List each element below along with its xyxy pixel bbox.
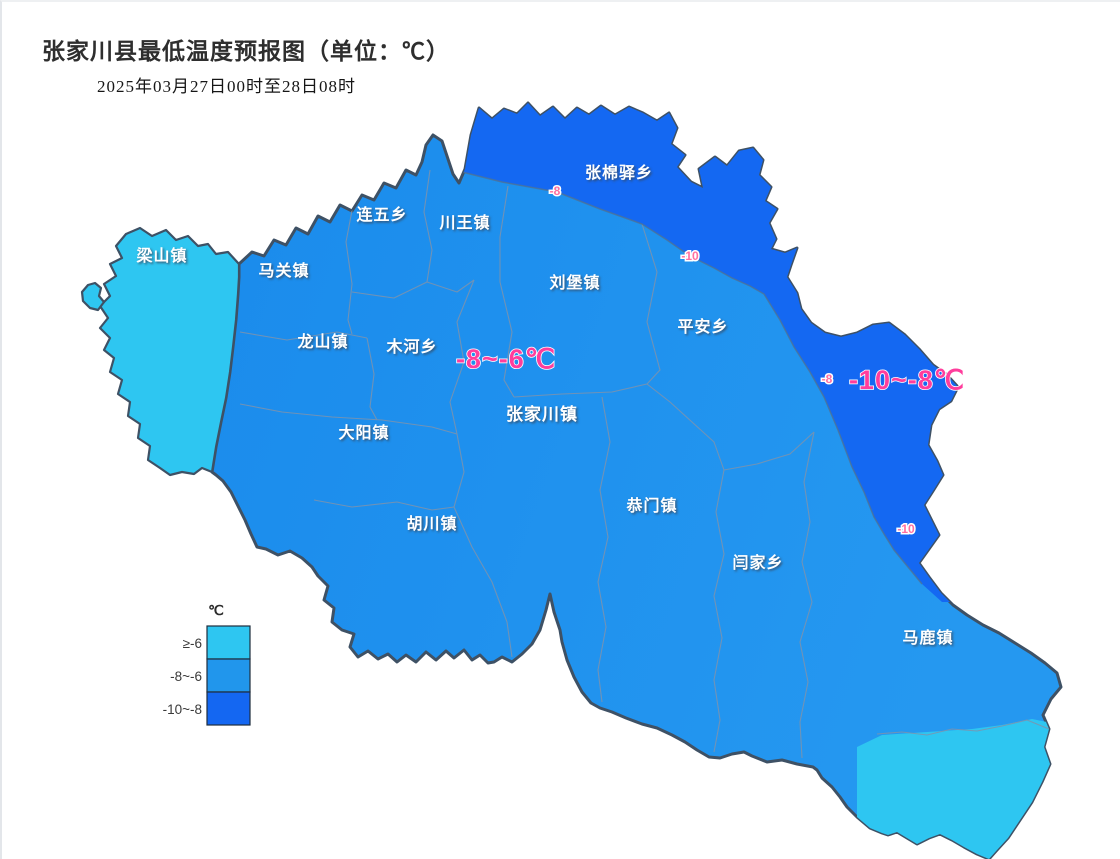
temp-annotation-west: -8~-6℃ xyxy=(456,344,556,374)
town-label-yanjia: 闫家乡 xyxy=(732,553,783,572)
contour-label-2: -10 xyxy=(681,249,699,263)
town-label-zhangmianyi: 张棉驿乡 xyxy=(585,163,653,182)
town-label-maguan: 马关镇 xyxy=(258,261,309,280)
town-label-gongmen: 恭门镇 xyxy=(625,496,677,515)
town-label-liangshan: 梁山镇 xyxy=(135,246,187,265)
town-label-longshan: 龙山镇 xyxy=(296,332,348,351)
town-label-zhangjiachuan: 张家川镇 xyxy=(506,404,578,424)
legend-swatch-minus8-minus6 xyxy=(206,658,251,693)
page-subtitle: 2025年03月27日00时至28日08时 xyxy=(97,77,356,96)
isotherm-contour-line xyxy=(453,169,923,585)
page-title: 张家川县最低温度预报图（单位：℃） xyxy=(42,38,450,64)
legend-label-ge-minus6: ≥-6 xyxy=(183,636,202,651)
town-label-pingan: 平安乡 xyxy=(677,317,728,336)
legend: ℃ ≥-6 -8~-6 -10~-8 xyxy=(163,602,251,726)
legend-label-minus8-minus6: -8~-6 xyxy=(170,669,202,684)
town-label-muhe: 木河乡 xyxy=(385,337,437,356)
township-borders xyxy=(239,169,1050,759)
contour-value-labels: -8 -10 -8 -10 xyxy=(548,183,916,538)
town-label-liubao: 刘堡镇 xyxy=(549,273,600,292)
town-label-lianwu: 连五乡 xyxy=(356,205,407,224)
town-label-malu: 马鹿镇 xyxy=(902,628,953,647)
town-labels: 张棉驿乡 连五乡 川王镇 梁山镇 马关镇 刘堡镇 平安乡 龙山镇 木河乡 张家川… xyxy=(135,163,953,647)
town-label-dayang: 大阳镇 xyxy=(338,423,389,442)
contour-label-1: -8 xyxy=(550,184,561,198)
contour-label-3: -8 xyxy=(822,372,833,386)
town-label-huchuan: 胡川镇 xyxy=(406,514,457,533)
legend-unit: ℃ xyxy=(208,602,224,618)
temp-annotation-east: -10~-8℃ xyxy=(849,365,965,395)
legend-label-minus10-minus8: -10~-8 xyxy=(163,702,202,717)
contour-label-4: -10 xyxy=(897,522,915,536)
town-label-chuanwang: 川王镇 xyxy=(438,213,490,232)
region-south-lobe-ge-minus6 xyxy=(857,719,1061,859)
legend-swatch-ge-minus6 xyxy=(206,625,251,660)
region-island xyxy=(80,281,106,312)
region-liangshan-ge-minus6 xyxy=(98,226,241,477)
legend-swatch-minus10-minus8 xyxy=(206,691,251,726)
